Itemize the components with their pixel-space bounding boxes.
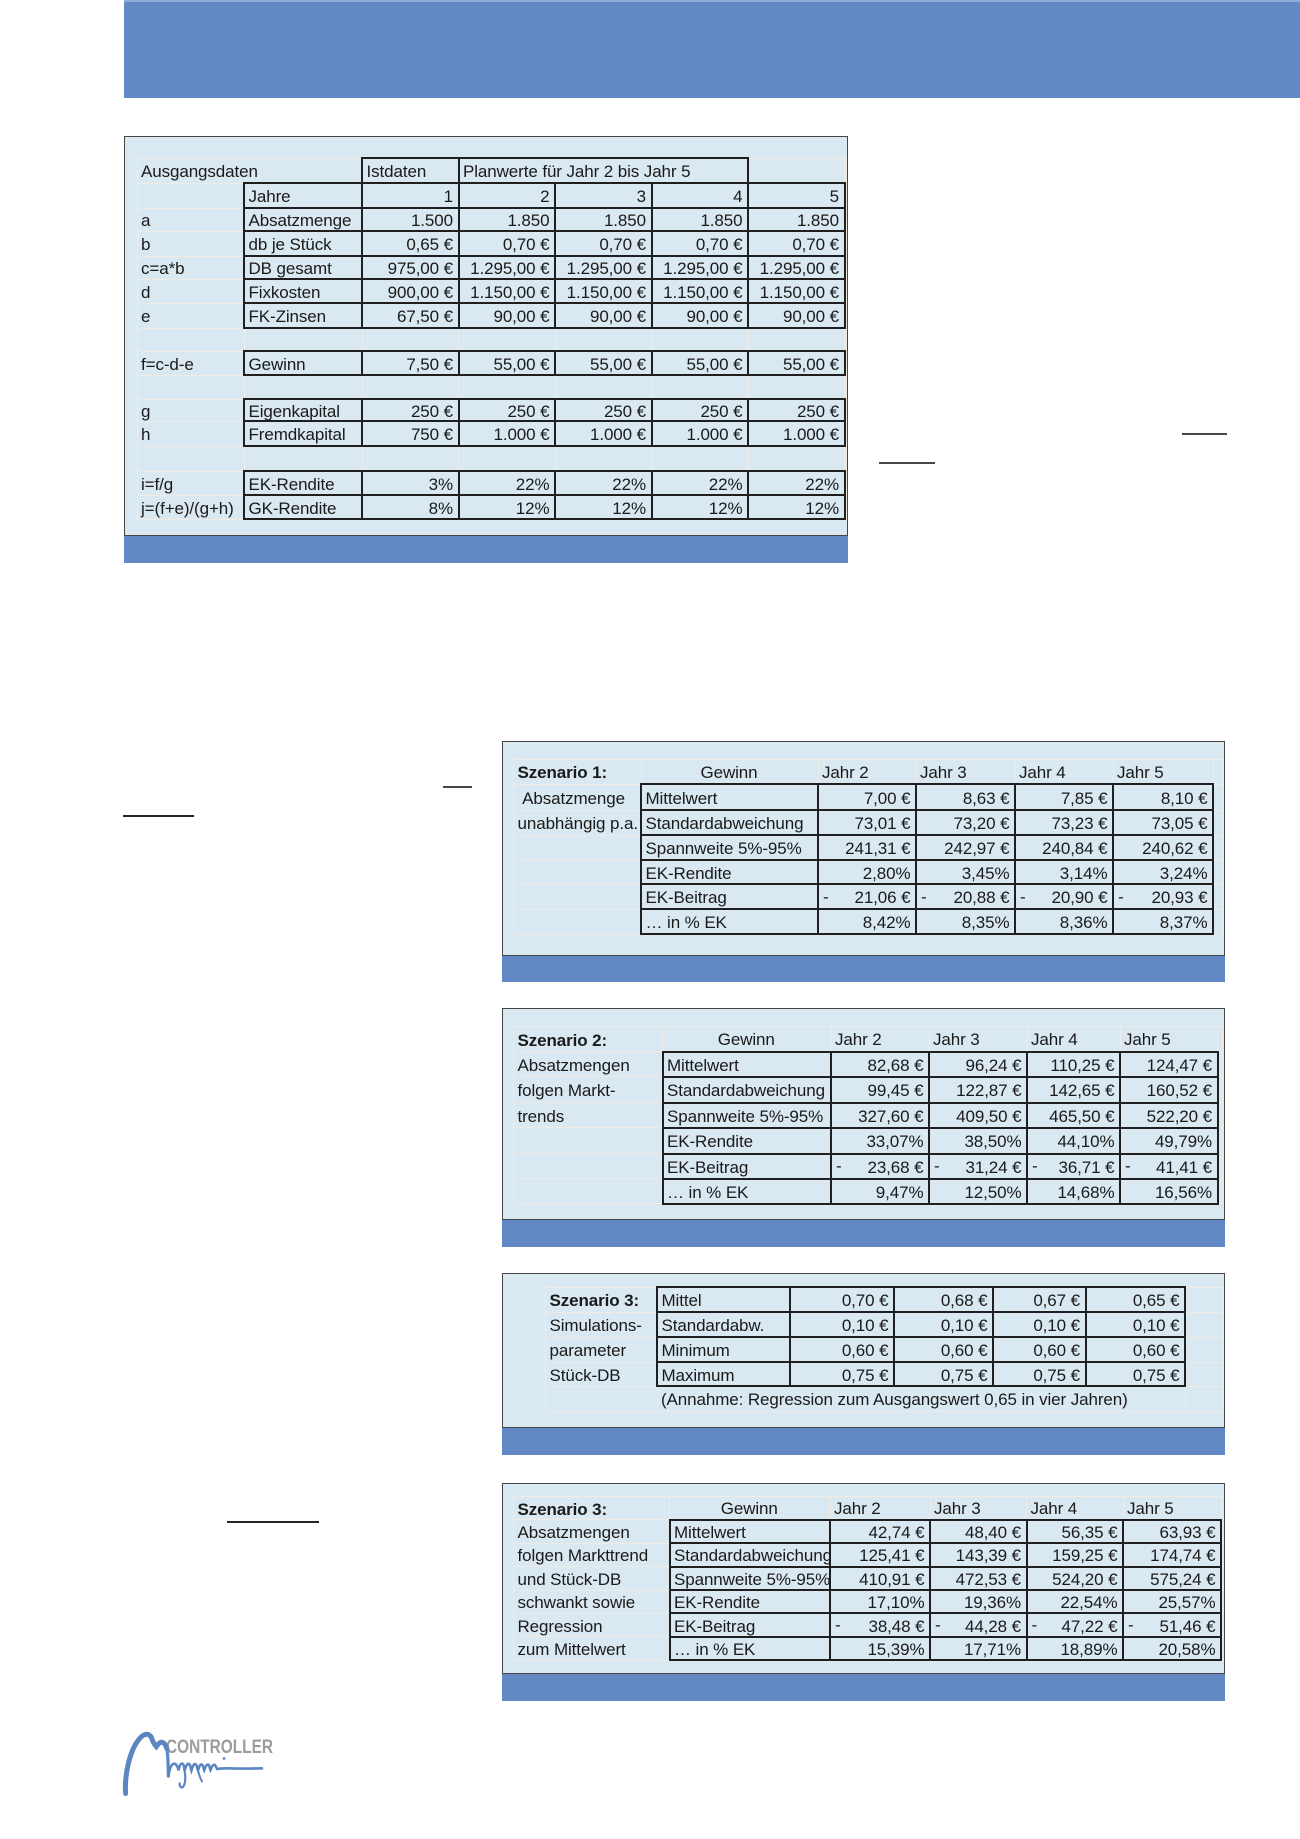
svg-text:CONTROLLER: CONTROLLER [166,1736,273,1758]
